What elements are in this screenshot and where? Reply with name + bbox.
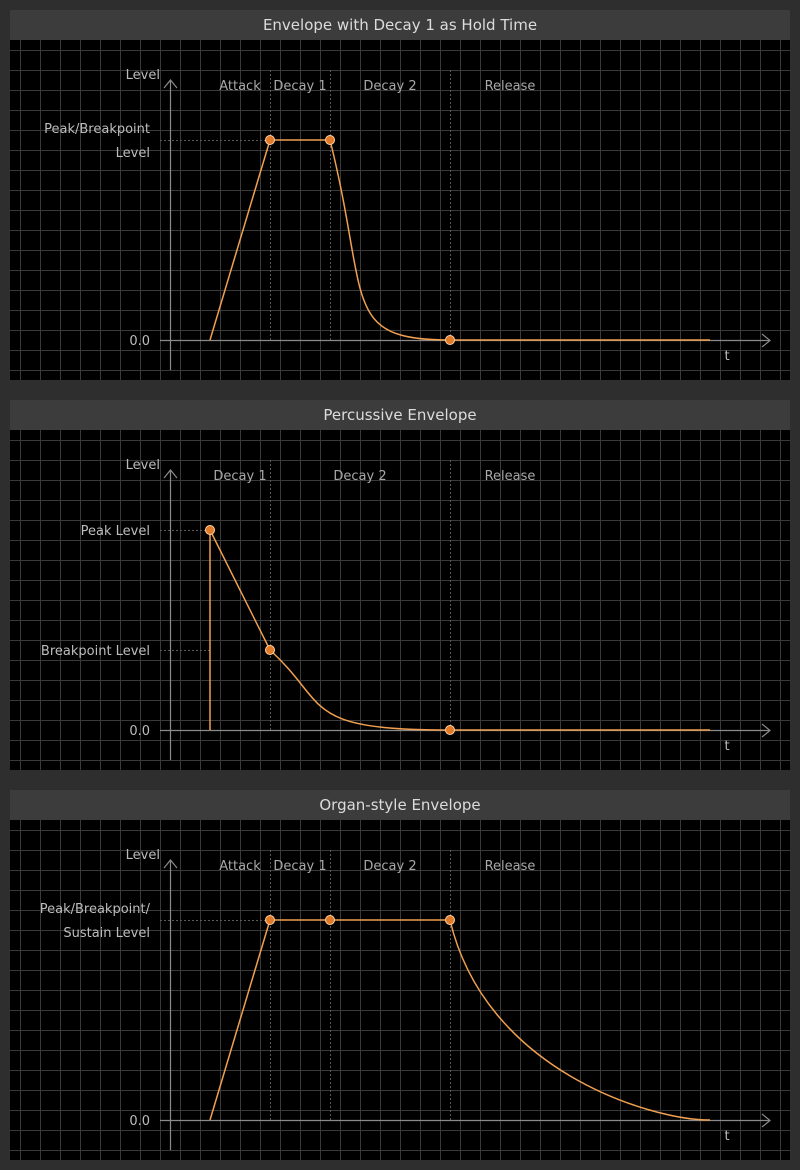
x-axis-arrow-icon bbox=[761, 1113, 771, 1128]
segment-label-decay-1: Decay 1 bbox=[273, 859, 326, 874]
x-axis-label: t bbox=[724, 1129, 729, 1144]
panel-title: Envelope with Decay 1 as Hold Time bbox=[263, 16, 537, 34]
level-label: Peak/Breakpoint bbox=[44, 122, 150, 137]
x-axis-arrow-icon bbox=[761, 333, 771, 348]
grid bbox=[10, 820, 790, 1160]
envelope-panel-1: Envelope with Decay 1 as Hold Time Attack… bbox=[10, 10, 790, 380]
envelope-curve bbox=[209, 919, 711, 1121]
segment-label-decay-2: Decay 2 bbox=[363, 79, 416, 94]
y-axis-arrow-icon bbox=[163, 469, 178, 479]
y-axis-label: Level bbox=[126, 848, 160, 863]
envelope-curve bbox=[209, 529, 710, 731]
segment-label-release: Release bbox=[485, 859, 536, 874]
panel-header bbox=[10, 790, 790, 820]
segment-label-decay-2: Decay 2 bbox=[363, 859, 416, 874]
level-label: Peak Level bbox=[81, 524, 150, 539]
envelope-breakpoint bbox=[265, 915, 275, 925]
envelope-breakpoint bbox=[445, 915, 455, 925]
envelope-breakpoint bbox=[205, 525, 215, 535]
level-label: Level bbox=[116, 146, 150, 161]
y-axis-arrow-icon bbox=[163, 79, 178, 89]
level-label: 0.0 bbox=[129, 724, 150, 739]
segment-label-decay-2: Decay 2 bbox=[333, 469, 386, 484]
segment-label-attack: Attack bbox=[219, 79, 261, 94]
x-axis-label: t bbox=[724, 349, 729, 364]
segment-label-release: Release bbox=[485, 79, 536, 94]
envelope-breakpoint bbox=[325, 915, 335, 925]
x-axis-label: t bbox=[724, 739, 729, 754]
envelope-breakpoint bbox=[445, 335, 455, 345]
panel-header bbox=[10, 10, 790, 40]
envelope-breakpoint bbox=[265, 645, 275, 655]
panel-title: Percussive Envelope bbox=[323, 406, 476, 424]
y-axis-arrow-icon bbox=[163, 859, 178, 869]
y-axis-label: Level bbox=[126, 458, 160, 473]
segment-label-release: Release bbox=[485, 469, 536, 484]
x-axis-arrow-icon bbox=[761, 723, 771, 738]
envelope-panel-3: Organ-style Envelope Attack Decay 1 Decay 2… bbox=[10, 790, 790, 1160]
segment-label-decay-1: Decay 1 bbox=[273, 79, 326, 94]
level-label: Breakpoint Level bbox=[41, 644, 150, 659]
segment-label-decay-1: Decay 1 bbox=[213, 469, 266, 484]
panel-title: Organ-style Envelope bbox=[319, 796, 480, 814]
level-label: Sustain Level bbox=[63, 926, 150, 941]
envelope-breakpoint bbox=[265, 135, 275, 145]
grid bbox=[10, 430, 790, 770]
envelope-panel-2: Percussive Envelope Decay 1 Decay 2 Release… bbox=[10, 400, 790, 770]
level-label: 0.0 bbox=[129, 1114, 150, 1129]
segment-label-attack: Attack bbox=[219, 859, 261, 874]
level-label: Peak/Breakpoint/ bbox=[40, 902, 151, 917]
panel-header bbox=[10, 400, 790, 430]
level-label: 0.0 bbox=[129, 334, 150, 349]
envelope-curve bbox=[209, 139, 710, 341]
envelope-breakpoint bbox=[445, 725, 455, 735]
envelope-breakpoint bbox=[325, 135, 335, 145]
grid bbox=[10, 40, 790, 380]
y-axis-label: Level bbox=[126, 68, 160, 83]
